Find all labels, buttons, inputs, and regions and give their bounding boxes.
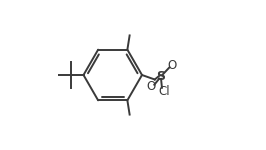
Text: Cl: Cl xyxy=(159,85,170,98)
Text: O: O xyxy=(168,59,177,72)
Text: S: S xyxy=(156,70,165,83)
Text: O: O xyxy=(146,81,155,93)
